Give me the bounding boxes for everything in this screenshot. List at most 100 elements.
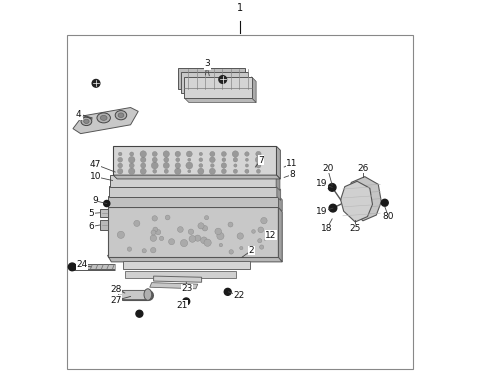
Circle shape: [329, 204, 337, 212]
Circle shape: [156, 230, 161, 235]
Circle shape: [201, 237, 207, 243]
Circle shape: [165, 215, 170, 220]
Circle shape: [204, 215, 209, 220]
Circle shape: [221, 151, 227, 157]
Polygon shape: [341, 181, 372, 222]
Circle shape: [178, 227, 183, 232]
Polygon shape: [347, 177, 381, 221]
Circle shape: [245, 164, 249, 167]
Polygon shape: [276, 146, 280, 179]
FancyBboxPatch shape: [100, 209, 108, 217]
FancyBboxPatch shape: [108, 196, 278, 207]
Polygon shape: [108, 255, 282, 262]
Circle shape: [210, 151, 215, 157]
Text: 22: 22: [234, 291, 245, 300]
Circle shape: [104, 200, 110, 207]
Circle shape: [140, 168, 146, 174]
Circle shape: [142, 249, 146, 253]
Circle shape: [233, 157, 238, 162]
Circle shape: [163, 151, 169, 157]
Circle shape: [183, 298, 190, 305]
Circle shape: [152, 216, 157, 221]
Circle shape: [153, 227, 158, 232]
Circle shape: [328, 184, 336, 191]
Circle shape: [204, 239, 211, 247]
Circle shape: [202, 225, 208, 231]
Text: 4: 4: [76, 109, 82, 119]
Text: 4: 4: [77, 111, 82, 120]
Circle shape: [118, 157, 122, 162]
Circle shape: [256, 151, 261, 157]
Circle shape: [219, 76, 227, 83]
Circle shape: [232, 151, 239, 157]
Circle shape: [68, 263, 76, 271]
Circle shape: [219, 243, 223, 247]
Circle shape: [186, 151, 192, 157]
FancyBboxPatch shape: [178, 68, 245, 89]
Ellipse shape: [118, 113, 124, 118]
FancyBboxPatch shape: [108, 207, 278, 257]
Circle shape: [117, 231, 124, 238]
Text: 19: 19: [316, 207, 327, 217]
Circle shape: [245, 169, 249, 173]
Text: 3: 3: [204, 61, 210, 70]
Circle shape: [252, 230, 255, 233]
Text: 25: 25: [349, 224, 361, 233]
Text: 21: 21: [176, 301, 187, 310]
Circle shape: [176, 158, 180, 162]
Circle shape: [381, 199, 388, 206]
Circle shape: [152, 151, 157, 157]
Polygon shape: [278, 196, 282, 211]
Text: 23: 23: [182, 284, 193, 293]
Polygon shape: [277, 186, 281, 200]
Polygon shape: [113, 175, 280, 179]
Polygon shape: [276, 175, 280, 190]
Circle shape: [256, 169, 261, 173]
Circle shape: [211, 164, 214, 167]
Text: 27: 27: [111, 296, 122, 305]
Text: 19: 19: [316, 179, 327, 188]
Circle shape: [151, 247, 156, 253]
Circle shape: [153, 169, 157, 173]
Circle shape: [188, 170, 191, 173]
Circle shape: [175, 168, 181, 174]
Circle shape: [198, 168, 204, 174]
FancyBboxPatch shape: [100, 220, 108, 230]
Circle shape: [198, 223, 204, 229]
Circle shape: [258, 227, 264, 233]
Circle shape: [152, 157, 157, 162]
Polygon shape: [125, 271, 236, 278]
Circle shape: [188, 158, 191, 161]
Circle shape: [229, 250, 233, 254]
Circle shape: [199, 164, 203, 167]
Circle shape: [130, 152, 134, 156]
Circle shape: [258, 238, 262, 243]
Circle shape: [129, 168, 135, 174]
Circle shape: [168, 239, 175, 245]
Circle shape: [194, 235, 201, 241]
Circle shape: [164, 157, 169, 162]
Ellipse shape: [97, 113, 110, 123]
FancyBboxPatch shape: [109, 186, 277, 197]
Circle shape: [228, 222, 233, 227]
Polygon shape: [252, 77, 256, 103]
Circle shape: [186, 162, 193, 169]
Text: 18: 18: [321, 224, 333, 233]
Circle shape: [199, 152, 203, 156]
Circle shape: [164, 169, 168, 174]
Circle shape: [92, 79, 100, 87]
Circle shape: [245, 152, 249, 156]
Circle shape: [209, 157, 215, 162]
Circle shape: [199, 158, 203, 162]
Circle shape: [141, 157, 146, 162]
Circle shape: [189, 235, 196, 242]
Ellipse shape: [84, 119, 89, 124]
Circle shape: [151, 162, 158, 169]
Circle shape: [188, 229, 194, 235]
Circle shape: [151, 230, 156, 235]
Circle shape: [209, 168, 216, 174]
Circle shape: [237, 233, 243, 239]
Circle shape: [255, 157, 262, 163]
Text: 26: 26: [357, 164, 369, 173]
Text: 24: 24: [76, 260, 87, 270]
